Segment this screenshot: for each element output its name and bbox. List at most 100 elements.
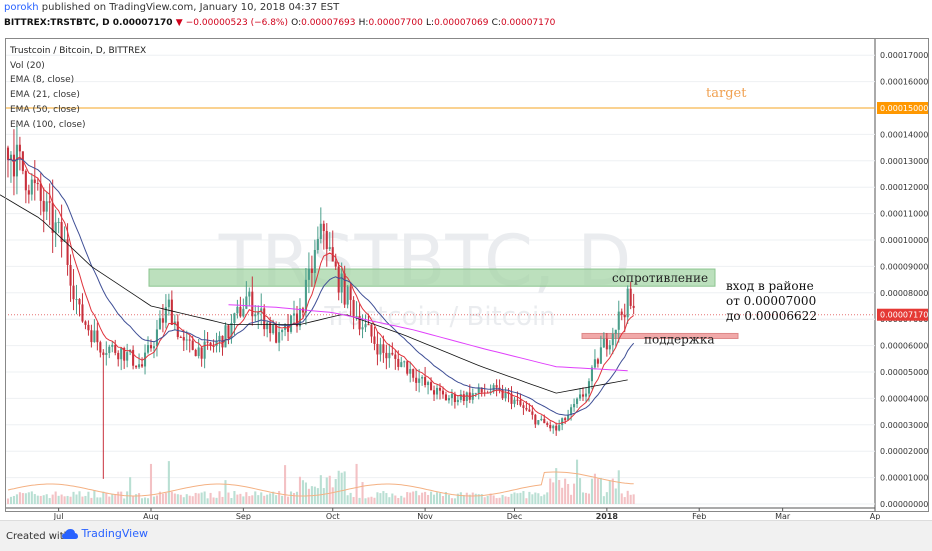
legend-ema21[interactable]: EMA (21, close) <box>10 90 80 101</box>
candle-body <box>42 200 45 212</box>
x-tick-label: Aug <box>143 512 159 520</box>
volume-bar <box>340 472 343 504</box>
volume-bar <box>629 494 632 504</box>
volume-bar <box>492 495 495 504</box>
price-chart[interactable]: 0.00017000 0.00016000 0.00015000 0.00014000… <box>0 38 932 520</box>
x-tick-label: Jul <box>53 512 64 520</box>
candle-body <box>105 353 108 355</box>
volume-bar <box>155 495 158 504</box>
volume-bar <box>6 498 10 504</box>
volume-bar <box>54 491 57 504</box>
support-zone <box>581 332 739 339</box>
volume-bar <box>203 491 206 504</box>
candle-body <box>298 308 302 327</box>
volume-bar <box>432 494 436 504</box>
volume-bar <box>284 465 287 504</box>
candle-body <box>266 322 269 330</box>
candle-body <box>114 344 117 353</box>
candle-body <box>421 377 424 379</box>
candle-body <box>75 299 78 301</box>
candle-body <box>45 201 48 212</box>
volume-bar <box>287 496 290 504</box>
candle-body <box>54 222 57 233</box>
candle-body <box>295 313 299 327</box>
volume-bar <box>352 497 355 504</box>
legend-ema8[interactable]: EMA (8, close) <box>10 75 75 86</box>
y-tick-label: 0.00011000 <box>880 210 928 219</box>
tradingview-brand: TradingView <box>81 527 148 540</box>
volume-bar <box>272 491 275 504</box>
volume-bar <box>117 491 120 504</box>
volume-bar <box>337 470 340 504</box>
candle-body <box>394 354 397 359</box>
volume-bar <box>605 492 608 504</box>
candle-body <box>447 398 450 401</box>
volume-bar <box>215 497 218 504</box>
candle-body <box>403 361 406 363</box>
candle-body <box>236 306 239 314</box>
candle-body <box>301 308 304 313</box>
legend-ema100[interactable]: EMA (100, close) <box>10 119 86 130</box>
volume-bar <box>164 492 167 504</box>
candle-body <box>78 299 81 305</box>
volume-bar <box>349 492 352 504</box>
candle-body <box>93 330 96 343</box>
candle-body <box>438 387 442 391</box>
candle-body <box>519 399 522 406</box>
candle-body <box>81 304 84 322</box>
volume-bar <box>167 461 170 504</box>
volume-bar <box>513 492 516 504</box>
candle-body <box>307 268 310 280</box>
volume-bar <box>33 494 36 504</box>
volume-bar <box>120 491 123 504</box>
candle-body <box>194 349 197 357</box>
candle-body <box>239 306 242 317</box>
volume-bar <box>236 494 239 504</box>
volume-bar <box>522 491 525 504</box>
candle-body <box>626 288 629 318</box>
volume-bar <box>590 478 593 504</box>
watermark-ticker: TRSTBTC, D <box>218 220 632 302</box>
candle-body <box>388 352 391 359</box>
volume-bar <box>248 496 251 504</box>
candle-body <box>188 339 191 341</box>
volume-bar <box>596 478 599 504</box>
candle-body <box>138 364 141 368</box>
volume-bar <box>179 494 182 504</box>
candle-body <box>161 318 164 323</box>
candle-body <box>349 286 352 300</box>
volume-bar <box>474 493 477 504</box>
candle-body <box>584 393 588 397</box>
low-value: 0.00007069 <box>434 18 489 28</box>
volume-bar <box>301 480 304 504</box>
y-tick-label: 0.00004000 <box>880 394 928 403</box>
volume-bar <box>239 493 242 504</box>
volume-bar <box>328 475 331 504</box>
last-price-badge <box>877 308 929 321</box>
candle-body <box>269 322 272 334</box>
volume-bar <box>438 493 442 504</box>
volume-bar <box>525 498 528 504</box>
volume-bar <box>27 492 30 504</box>
tradingview-cloud-icon <box>62 529 78 539</box>
volume-bar <box>486 495 489 504</box>
legend-volume[interactable]: Vol (20) <box>10 60 45 71</box>
volume-bar <box>257 495 260 504</box>
volume-bar <box>132 496 135 504</box>
candle-body <box>450 393 453 399</box>
tradingview-logo[interactable]: TradingView <box>62 527 148 540</box>
volume-bar <box>245 492 248 504</box>
volume-bar <box>138 493 141 504</box>
volume-bar <box>278 490 281 504</box>
volume-bar <box>489 493 492 504</box>
x-tick-label: Ap <box>870 512 881 520</box>
legend-ema50[interactable]: EMA (50, close) <box>10 104 80 115</box>
volume-bar <box>289 491 293 504</box>
candle-body <box>495 385 498 388</box>
candle-body <box>313 249 316 273</box>
author-link[interactable]: porokh <box>4 2 39 13</box>
candle-body <box>304 279 307 313</box>
candle-body <box>167 299 170 308</box>
volume-bar <box>623 497 626 504</box>
x-tick-label: Sep <box>236 512 251 520</box>
